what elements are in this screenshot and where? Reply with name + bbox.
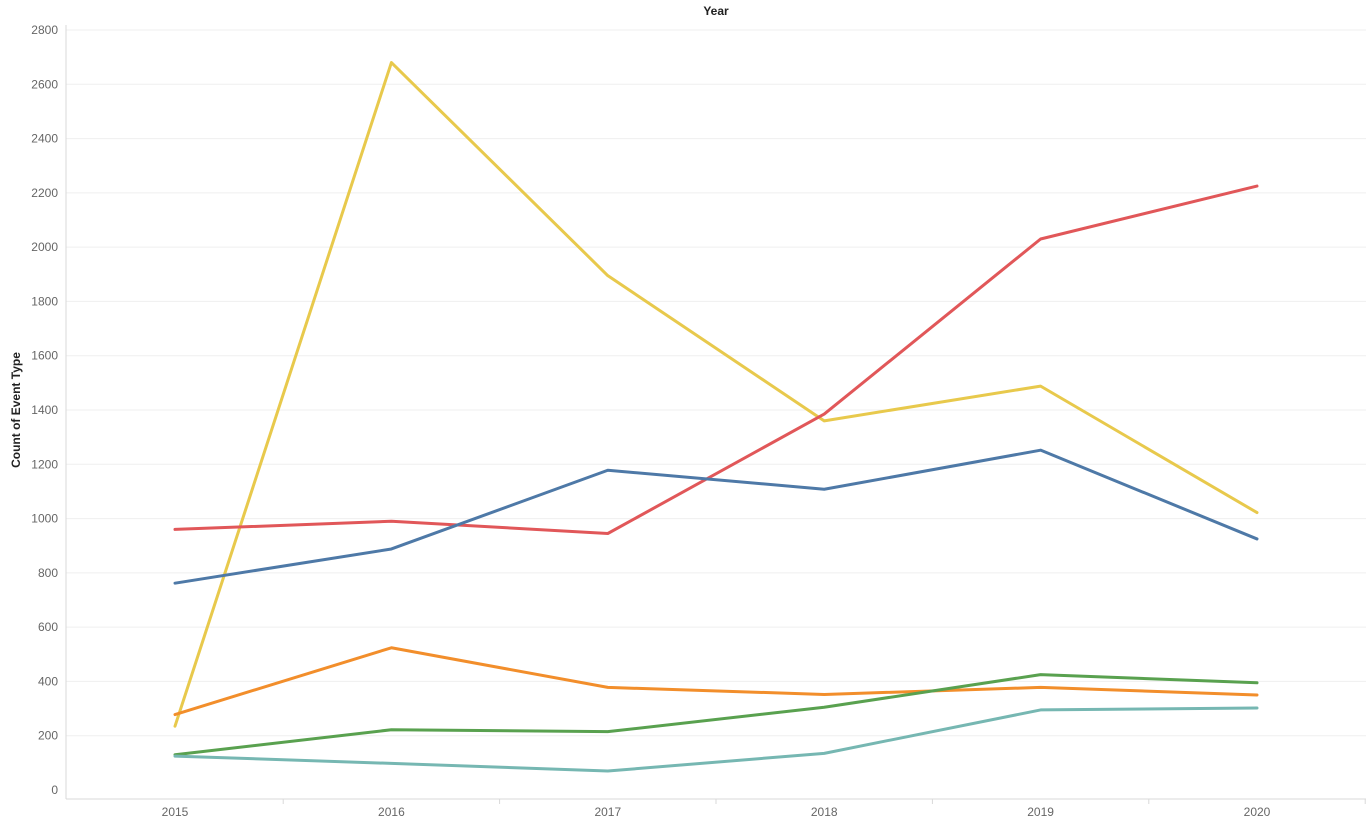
y-tick-label: 0 bbox=[51, 783, 58, 797]
x-tick-label: 2016 bbox=[378, 805, 405, 819]
series-lines bbox=[173, 61, 1259, 773]
series-line-2 bbox=[173, 184, 1259, 535]
x-tick-label: 2019 bbox=[1027, 805, 1054, 819]
y-tick-label: 1600 bbox=[31, 349, 58, 363]
y-tick-label: 400 bbox=[38, 674, 58, 688]
y-tick-label: 1200 bbox=[31, 457, 58, 471]
y-tick-label: 2800 bbox=[31, 23, 58, 37]
y-tick-label: 1000 bbox=[31, 512, 58, 526]
y-axis-ticks: 0 200 400 600 800 1000 1200 1400 1600 1800 2000 220… bbox=[31, 23, 58, 797]
y-tick-label: 2200 bbox=[31, 186, 58, 200]
x-axis-title: Year bbox=[703, 4, 729, 18]
y-tick-label: 800 bbox=[38, 566, 58, 580]
x-tick-label: 2017 bbox=[594, 805, 621, 819]
series-line-6 bbox=[173, 706, 1259, 773]
gridlines bbox=[66, 29, 1366, 737]
series-line-3 bbox=[173, 448, 1259, 585]
y-tick-label: 2000 bbox=[31, 240, 58, 254]
y-tick-label: 1400 bbox=[31, 403, 58, 417]
y-tick-label: 600 bbox=[38, 620, 58, 634]
y-tick-label: 1800 bbox=[31, 294, 58, 308]
x-tick-label: 2020 bbox=[1244, 805, 1271, 819]
y-axis-title: Count of Event Type bbox=[9, 352, 23, 468]
x-tick-label: 2015 bbox=[162, 805, 189, 819]
series-line-5 bbox=[173, 673, 1259, 757]
y-tick-label: 2400 bbox=[31, 132, 58, 146]
axes bbox=[65, 25, 1366, 804]
series-line-4 bbox=[173, 646, 1259, 717]
x-tick-label: 2018 bbox=[811, 805, 838, 819]
y-tick-label: 200 bbox=[38, 729, 58, 743]
y-tick-label: 2600 bbox=[31, 77, 58, 91]
series-line-1 bbox=[173, 61, 1259, 728]
x-axis-ticks: 2015 2016 2017 2018 2019 2020 bbox=[162, 805, 1271, 819]
